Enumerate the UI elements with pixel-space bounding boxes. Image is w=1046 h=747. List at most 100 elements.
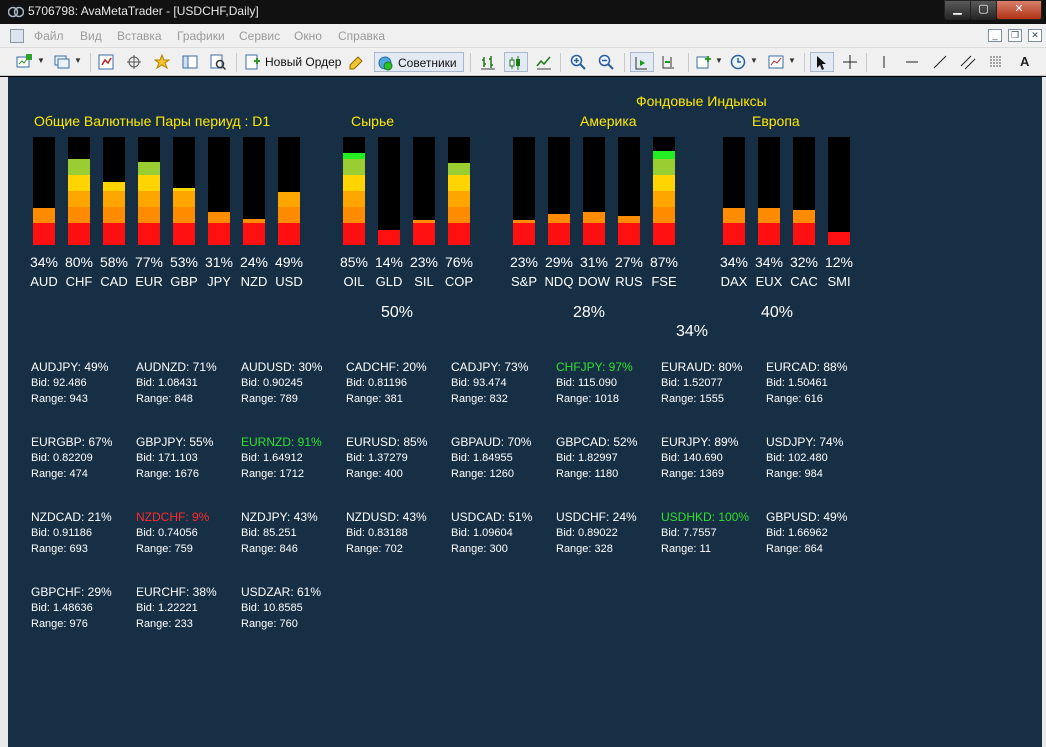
- pair-block[interactable]: NZDUSD: 43% Bid: 0.83188 Range: 702: [346, 510, 450, 557]
- strength-bar-segment: [173, 207, 195, 224]
- new-chart-button[interactable]: ▼: [14, 52, 48, 72]
- strength-bar-segment: [513, 223, 535, 245]
- pair-block[interactable]: CHFJPY: 97% Bid: 115.090 Range: 1018: [556, 360, 660, 407]
- text-tool-button[interactable]: A: [1014, 52, 1036, 72]
- equidistant-channel-button[interactable]: [958, 52, 980, 72]
- chart-area[interactable]: Общие Валютные Пары периуд : D1 Сырье Фо…: [8, 77, 1042, 747]
- fibonacci-button[interactable]: [986, 52, 1008, 72]
- maximize-button[interactable]: ▢: [970, 0, 997, 20]
- pair-block[interactable]: AUDJPY: 49% Bid: 92.486 Range: 943: [31, 360, 135, 407]
- pair-block[interactable]: USDCAD: 51% Bid: 1.09604 Range: 300: [451, 510, 555, 557]
- pair-block[interactable]: EURNZD: 91% Bid: 1.64912 Range: 1712: [241, 435, 345, 482]
- pair-block[interactable]: GBPCHF: 29% Bid: 1.48636 Range: 976: [31, 585, 135, 632]
- line-chart-button[interactable]: [534, 52, 556, 72]
- pair-block[interactable]: EURGBP: 67% Bid: 0.82209 Range: 474: [31, 435, 135, 482]
- strength-percent: 53%: [169, 254, 199, 270]
- pair-block[interactable]: NZDCHF: 9% Bid: 0.74056 Range: 759: [136, 510, 240, 557]
- pair-block[interactable]: CADJPY: 73% Bid: 93.474 Range: 832: [451, 360, 555, 407]
- zoom-out-button[interactable]: [596, 52, 618, 72]
- menu-insert[interactable]: Вставка: [117, 29, 162, 43]
- strength-bar-dow: [583, 137, 605, 245]
- vertical-line-button[interactable]: [874, 52, 896, 72]
- pair-block[interactable]: EURAUD: 80% Bid: 1.52077 Range: 1555: [661, 360, 765, 407]
- pair-strength: USDCHF: 24%: [556, 510, 637, 524]
- indices-average: 34%: [676, 323, 709, 340]
- pair-range: Range: 616: [766, 393, 823, 405]
- strength-bar-segment: [723, 223, 745, 245]
- pair-block[interactable]: GBPUSD: 49% Bid: 1.66962 Range: 864: [766, 510, 870, 557]
- horizontal-line-button[interactable]: [902, 52, 924, 72]
- pair-block[interactable]: USDHKD: 100% Bid: 7.7557 Range: 11: [661, 510, 765, 557]
- data-window-button[interactable]: [124, 52, 144, 72]
- pair-block[interactable]: EURJPY: 89% Bid: 140.690 Range: 1369: [661, 435, 765, 482]
- trendline-button[interactable]: [930, 52, 952, 72]
- strength-bar-segment: [618, 223, 640, 245]
- pair-strength: NZDCAD: 21%: [31, 510, 112, 524]
- pair-block[interactable]: USDJPY: 74% Bid: 102.480 Range: 984: [766, 435, 870, 482]
- pair-block[interactable]: USDZAR: 61% Bid: 10.8585 Range: 760: [241, 585, 345, 632]
- pair-block[interactable]: NZDJPY: 43% Bid: 85.251 Range: 846: [241, 510, 345, 557]
- navigator-button[interactable]: [152, 52, 172, 72]
- tester-button[interactable]: [208, 52, 228, 72]
- chart-shift-button[interactable]: [658, 52, 682, 72]
- terminal-button[interactable]: [180, 52, 200, 72]
- menu-file[interactable]: Файл: [34, 29, 64, 43]
- indicators-button[interactable]: ▼: [694, 52, 726, 72]
- strength-bar-segment: [343, 207, 365, 224]
- pair-strength: AUDNZD: 71%: [136, 360, 217, 374]
- menu-tools[interactable]: Сервис: [239, 29, 281, 43]
- bar-chart-button[interactable]: [478, 52, 500, 72]
- pair-bid: Bid: 93.474: [451, 377, 507, 389]
- market-watch-button[interactable]: [96, 52, 116, 72]
- america-heading: Америка: [580, 113, 637, 129]
- menu-charts[interactable]: Графики: [177, 29, 225, 43]
- strength-percent: 29%: [544, 254, 574, 270]
- crosshair-tool-button[interactable]: [840, 52, 862, 72]
- zoom-in-button[interactable]: [568, 52, 590, 72]
- menu-window[interactable]: Окно: [294, 29, 322, 43]
- chart-window-icon[interactable]: [10, 29, 24, 43]
- pair-block[interactable]: GBPAUD: 70% Bid: 1.84955 Range: 1260: [451, 435, 555, 482]
- minimize-button[interactable]: ▁: [944, 0, 971, 20]
- menu-view[interactable]: Вид: [80, 29, 102, 43]
- chart-shift-icon: [662, 56, 674, 69]
- pair-block[interactable]: AUDNZD: 71% Bid: 1.08431 Range: 848: [136, 360, 240, 407]
- templates-button[interactable]: ▼: [766, 52, 798, 72]
- pair-block[interactable]: GBPCAD: 52% Bid: 1.82997 Range: 1180: [556, 435, 660, 482]
- menu-help[interactable]: Справка: [338, 29, 386, 43]
- strength-bar-segment: [653, 151, 675, 159]
- auto-scroll-button[interactable]: [630, 52, 654, 72]
- pair-range: Range: 984: [766, 468, 823, 480]
- pair-bid: Bid: 1.37279: [346, 452, 408, 464]
- toolbar-separator: [470, 53, 471, 72]
- mdi-close-icon[interactable]: ✕: [1028, 29, 1042, 42]
- mdi-restore-icon[interactable]: ❐: [1008, 29, 1022, 42]
- pair-block[interactable]: EURUSD: 85% Bid: 1.37279 Range: 400: [346, 435, 450, 482]
- pair-block[interactable]: EURCHF: 38% Bid: 1.22221 Range: 233: [136, 585, 240, 632]
- mdi-minimize-icon[interactable]: _: [988, 29, 1002, 42]
- close-button[interactable]: ✕: [996, 0, 1042, 20]
- expert-edit-button[interactable]: [346, 52, 368, 72]
- pair-block[interactable]: NZDCAD: 21% Bid: 0.91186 Range: 693: [31, 510, 135, 557]
- pair-block[interactable]: EURCAD: 88% Bid: 1.50461 Range: 616: [766, 360, 870, 407]
- profiles-button[interactable]: ▼: [52, 52, 84, 72]
- europe-average: 40%: [761, 304, 794, 321]
- new-order-button[interactable]: Новый Ордер: [242, 52, 344, 72]
- candlestick-chart-button[interactable]: [504, 52, 528, 72]
- strength-bar-segment: [758, 223, 780, 245]
- pair-bid: Bid: 10.8585: [241, 602, 303, 614]
- pair-block[interactable]: USDCHF: 24% Bid: 0.89022 Range: 328: [556, 510, 660, 557]
- pair-block[interactable]: AUDUSD: 30% Bid: 0.90245 Range: 789: [241, 360, 345, 407]
- cursor-tool-button[interactable]: [810, 52, 834, 72]
- pair-strength: NZDJPY: 43%: [241, 510, 318, 524]
- pair-block[interactable]: GBPJPY: 55% Bid: 171.103 Range: 1676: [136, 435, 240, 482]
- periods-button[interactable]: ▼: [728, 52, 760, 72]
- strength-bar-segment: [278, 207, 300, 224]
- pair-block[interactable]: CADCHF: 20% Bid: 0.81196 Range: 381: [346, 360, 450, 407]
- pair-range: Range: 1676: [136, 468, 199, 480]
- pair-range: Range: 848: [136, 393, 193, 405]
- strength-bar-segment: [68, 158, 90, 175]
- expert-advisors-toggle[interactable]: Советники: [374, 52, 464, 72]
- new-order-label: Новый Ордер: [265, 55, 342, 69]
- strategy-tester-icon: [210, 54, 226, 70]
